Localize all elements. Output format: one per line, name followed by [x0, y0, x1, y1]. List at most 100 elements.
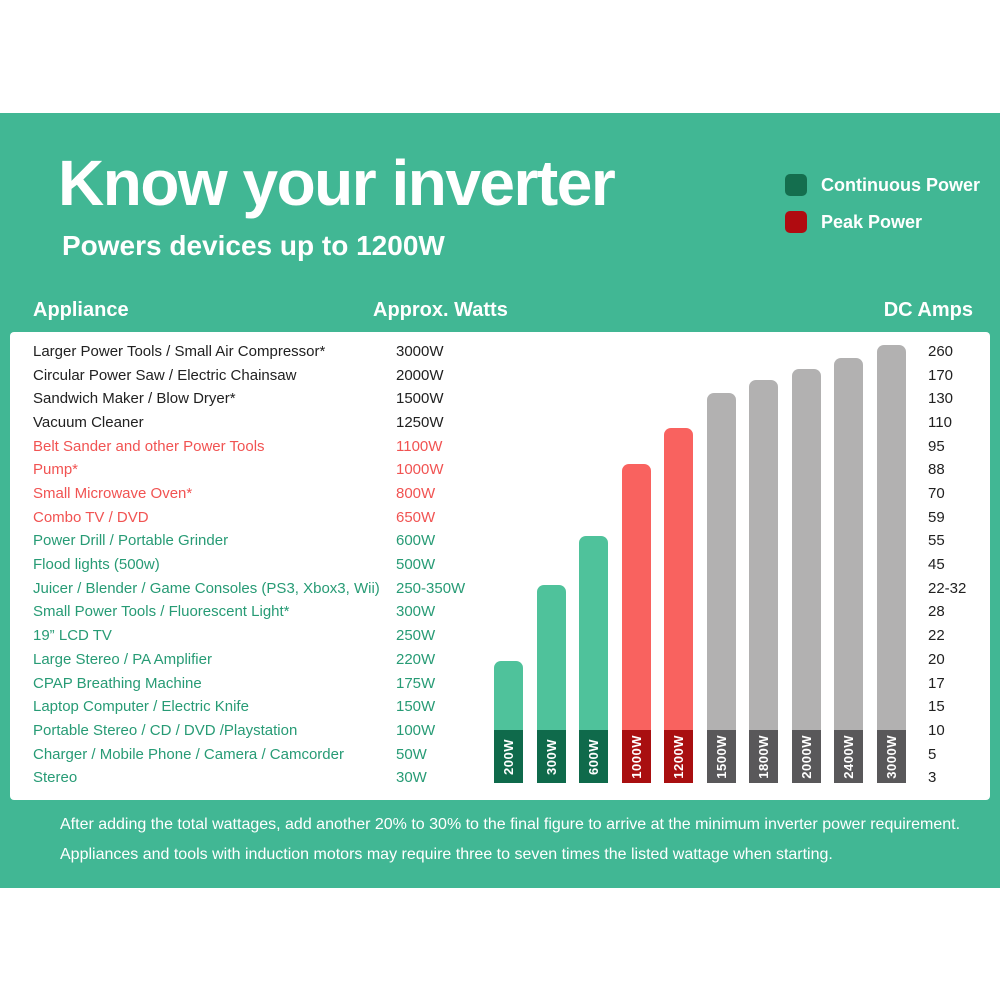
approx-watts-value: 1500W: [396, 390, 444, 408]
dc-amps-value: 5: [928, 745, 937, 763]
table-row: Charger / Mobile Phone / Camera / Camcor…: [10, 743, 990, 767]
bar-3000w: 3000W: [876, 345, 906, 783]
appliance-name: Portable Stereo / CD / DVD /Playstation: [33, 721, 298, 739]
column-header-approx-watts: Approx. Watts: [373, 299, 508, 321]
appliance-name: Flood lights (500w): [33, 556, 160, 574]
legend-item-continuous-power: Continuous Power: [785, 174, 980, 196]
appliance-name: Charger / Mobile Phone / Camera / Camcor…: [33, 745, 344, 763]
approx-watts-value: 300W: [396, 603, 436, 621]
approx-watts-value: 600W: [396, 532, 436, 550]
approx-watts-value: 220W: [396, 650, 436, 668]
table-row: Juicer / Blender / Game Consoles (PS3, X…: [10, 577, 990, 601]
appliance-name: CPAP Breathing Machine: [33, 674, 202, 692]
appliance-name: Pump*: [33, 461, 79, 479]
bar-2400w: 2400W: [834, 358, 863, 783]
data-panel: Larger Power Tools / Small Air Compresso…: [10, 332, 990, 800]
dc-amps-value: 17: [928, 674, 945, 692]
bar-1200w: 1200W: [664, 428, 693, 783]
approx-watts-value: 2000W: [396, 366, 444, 384]
bar-label-section: 2400W: [834, 730, 863, 783]
dc-amps-value: 20: [928, 650, 945, 668]
dc-amps-value: 88: [928, 461, 945, 479]
bar-label-section: 2000W: [791, 730, 821, 783]
approx-watts-value: 650W: [396, 508, 436, 526]
column-header-appliance: Appliance: [33, 299, 129, 321]
appliance-name: Combo TV / DVD: [33, 508, 149, 526]
legend: Continuous Power Peak Power: [785, 174, 980, 248]
appliance-name: Sandwich Maker / Blow Dryer*: [33, 390, 236, 408]
dc-amps-value: 130: [928, 390, 954, 408]
approx-watts-value: 50W: [396, 745, 427, 763]
appliance-name: 19” LCD TV: [33, 627, 112, 645]
page-subtitle: Powers devices up to 1200W: [62, 230, 445, 261]
table-row: Vacuum Cleaner 1250W 110: [10, 411, 990, 435]
table-row: Belt Sander and other Power Tools 1100W 95: [10, 435, 990, 459]
bar-label-section: 200W: [494, 730, 523, 783]
table-row: Flood lights (500w) 500W 45: [10, 553, 990, 577]
bar-label: 1500W: [713, 734, 729, 779]
table-row: Circular Power Saw / Electric Chainsaw 20…: [10, 364, 990, 388]
table-row: Small Power Tools / Fluorescent Light* 30…: [10, 600, 990, 624]
legend-label-peak-power: Peak Power: [821, 211, 923, 232]
table-row: Portable Stereo / CD / DVD /Playstation 1…: [10, 719, 990, 743]
appliance-name: Small Power Tools / Fluorescent Light*: [33, 603, 290, 621]
bar-1000w: 1000W: [621, 464, 651, 783]
footer-note-2: Appliances and tools with induction moto…: [60, 846, 833, 863]
appliance-name: Large Stereo / PA Amplifier: [33, 650, 212, 668]
table-row: 19” LCD TV 250W 22: [10, 624, 990, 648]
table-row: Sandwich Maker / Blow Dryer* 1500W 130: [10, 387, 990, 411]
approx-watts-value: 1000W: [396, 461, 444, 479]
approx-watts-value: 250-350W: [396, 579, 466, 597]
approx-watts-value: 30W: [396, 769, 427, 787]
peak-power-swatch-icon: [785, 211, 807, 233]
dc-amps-value: 15: [928, 698, 945, 716]
bar-1500w: 1500W: [706, 393, 736, 783]
dc-amps-value: 28: [928, 603, 945, 621]
footer-note-1: After adding the total wattages, add ano…: [60, 816, 961, 833]
dc-amps-value: 22: [928, 627, 945, 645]
bar-label: 2400W: [841, 734, 856, 779]
appliance-name: Circular Power Saw / Electric Chainsaw: [33, 366, 297, 384]
appliance-name: Larger Power Tools / Small Air Compresso…: [33, 343, 326, 360]
bar-200w: 200W: [494, 661, 523, 783]
appliance-name: Laptop Computer / Electric Knife: [33, 698, 249, 716]
appliance-name: Belt Sander and other Power Tools: [33, 437, 265, 455]
bar-label-section: 300W: [536, 730, 566, 783]
bar-1800w: 1800W: [749, 380, 778, 783]
bar-label: 3000W: [883, 734, 899, 779]
dc-amps-value: 59: [928, 508, 945, 526]
table-row: Small Microwave Oven* 800W 70: [10, 482, 990, 506]
dc-amps-value: 260: [928, 343, 954, 360]
approx-watts-value: 100W: [396, 721, 436, 739]
approx-watts-value: 800W: [396, 485, 436, 503]
table-row: Laptop Computer / Electric Knife 150W 15: [10, 695, 990, 719]
bar-label-section: 1800W: [749, 730, 778, 783]
approx-watts-value: 500W: [396, 556, 436, 574]
bar-label: 2000W: [798, 734, 814, 779]
bar-label: 300W: [543, 738, 559, 775]
bar-label: 600W: [586, 738, 601, 775]
dc-amps-value: 10: [928, 721, 945, 739]
table-row: Pump* 1000W 88: [10, 458, 990, 482]
bar-label-section: 3000W: [876, 730, 906, 783]
approx-watts-value: 3000W: [396, 343, 444, 360]
column-header-dc-amps: DC Amps: [883, 299, 973, 321]
dc-amps-value: 3: [928, 769, 937, 787]
bar-label: 200W: [501, 738, 516, 775]
appliance-name: Vacuum Cleaner: [33, 414, 144, 432]
legend-item-peak-power: Peak Power: [785, 211, 980, 233]
table-row: CPAP Breathing Machine 175W 17: [10, 672, 990, 696]
table-row: Combo TV / DVD 650W 59: [10, 506, 990, 530]
approx-watts-value: 150W: [396, 698, 436, 716]
bar-2000w: 2000W: [791, 369, 821, 783]
table-row: Larger Power Tools / Small Air Compresso…: [10, 340, 990, 364]
appliance-name: Power Drill / Portable Grinder: [33, 532, 229, 550]
bar-label-section: 1200W: [664, 730, 693, 783]
dc-amps-value: 170: [928, 366, 954, 384]
approx-watts-value: 175W: [396, 674, 436, 692]
table-row: Large Stereo / PA Amplifier 220W 20: [10, 648, 990, 672]
dc-amps-value: 70: [928, 485, 945, 503]
bar-label-section: 600W: [579, 730, 608, 783]
approx-watts-value: 250W: [396, 627, 436, 645]
